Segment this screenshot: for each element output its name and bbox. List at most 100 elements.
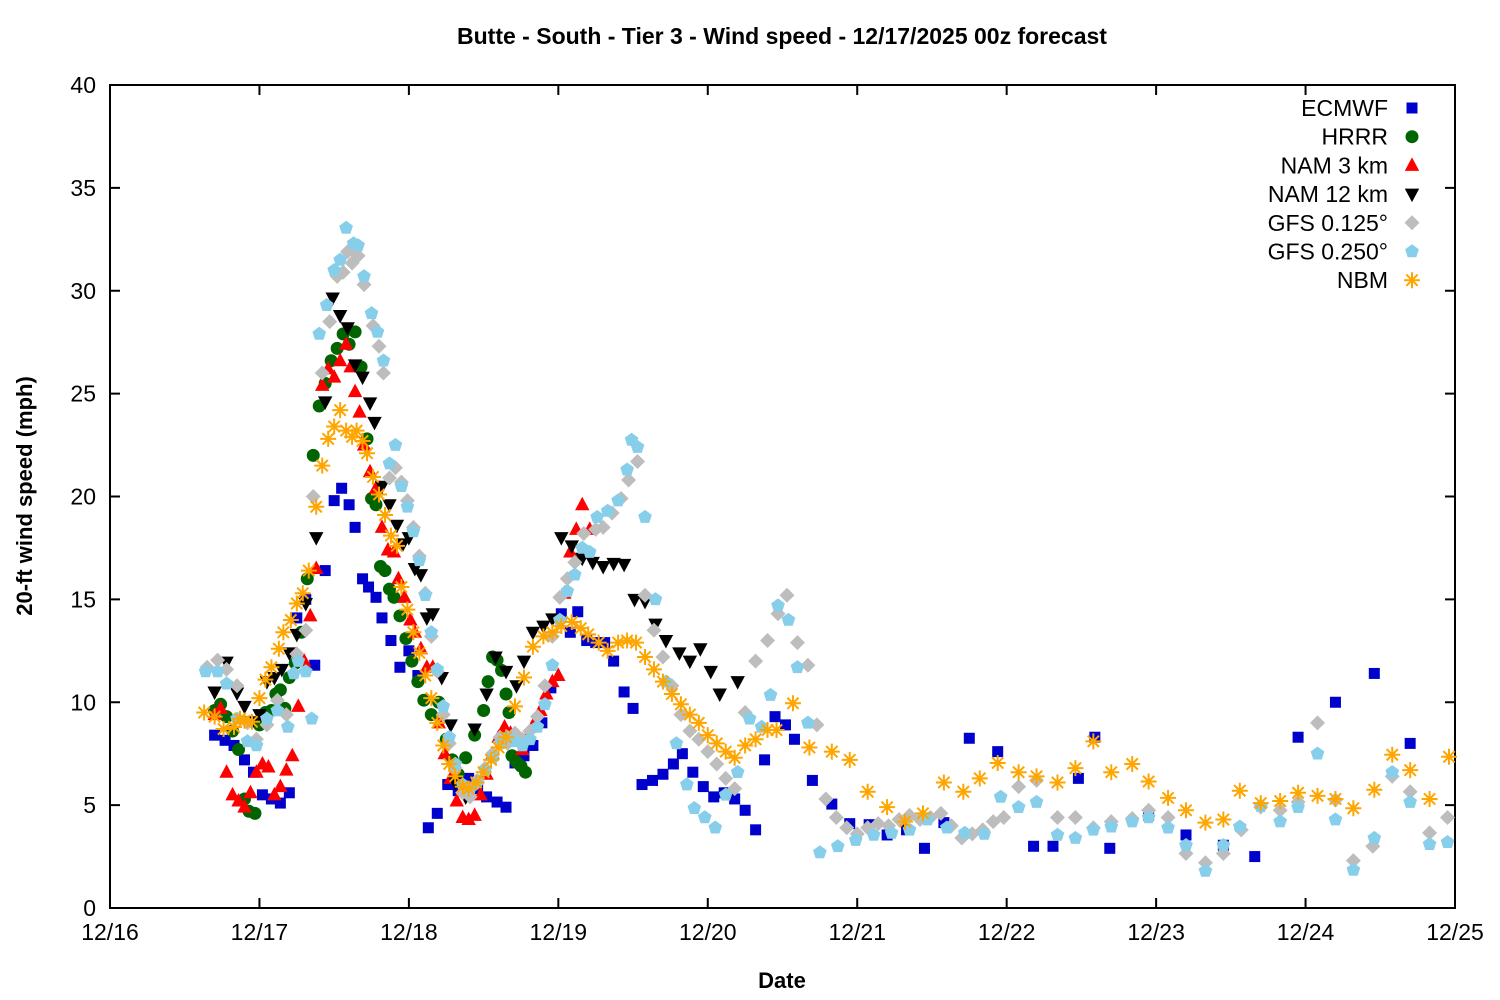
marker-gfs-0-250 [198, 664, 213, 678]
marker-gfs-0-125 [828, 809, 844, 825]
marker-gfs-0-125 [630, 454, 646, 470]
marker-gfs-0-250 [1346, 862, 1361, 876]
marker-ecmwf [779, 719, 791, 731]
marker-nbm [226, 718, 243, 735]
marker-nbm [441, 755, 458, 772]
marker-ecmwf [759, 754, 771, 766]
marker-gfs-0-250 [219, 676, 234, 690]
marker-nam-12-km [516, 655, 532, 670]
marker-ecmwf [336, 482, 348, 494]
marker-nam-3-km [315, 377, 330, 391]
marker-gfs-0-125 [229, 678, 245, 694]
marker-nbm [699, 727, 716, 744]
marker-nbm [270, 640, 287, 657]
marker-nbm [619, 632, 636, 649]
x-axis-tick-label: 12/25 [1426, 919, 1484, 945]
marker-ecmwf [1292, 731, 1304, 743]
y-axis-tick-label: 20 [70, 484, 96, 510]
marker-gfs-0-125 [298, 622, 314, 638]
marker-nbm [515, 669, 532, 686]
marker-nbm [590, 634, 607, 651]
marker-nbm [737, 737, 754, 754]
marker-gfs-0-250 [430, 662, 445, 676]
marker-gfs-0-250 [680, 777, 694, 791]
marker-gfs-0-125 [595, 519, 611, 535]
marker-nam-3-km [397, 589, 412, 603]
marker-gfs-0-250 [1029, 794, 1044, 808]
marker-gfs-0-125 [1049, 809, 1065, 825]
marker-gfs-0-250 [260, 711, 274, 725]
marker-nbm [654, 673, 671, 690]
marker-gfs-0-125 [1422, 825, 1438, 841]
marker-nam-12-km [413, 569, 429, 583]
marker-gfs-0-125 [1067, 809, 1083, 825]
marker-nbm [196, 704, 213, 721]
x-axis-tick-label: 12/18 [380, 919, 438, 945]
marker-ecmwf [518, 750, 530, 762]
marker-nbm [215, 720, 232, 737]
marker-nam-12-km [355, 371, 370, 386]
marker-nam-12-km [595, 560, 611, 575]
marker-ecmwf [500, 801, 512, 813]
marker-nbm [1178, 802, 1194, 819]
marker-nam-3-km [243, 784, 258, 799]
marker-gfs-0-250 [394, 479, 409, 493]
marker-nam-3-km [285, 747, 300, 762]
plot-area: 12/16 12/17 12/18 12/19 12/20 12/21 12/22 12/23… [70, 72, 1483, 945]
marker-nbm [388, 537, 405, 554]
marker-ecmwf [536, 717, 548, 729]
marker-gfs-0-125 [760, 633, 776, 649]
marker-gfs-0-250 [1125, 814, 1140, 828]
marker-gfs-0-125 [637, 587, 653, 603]
marker-gfs-0-250 [1310, 746, 1325, 760]
marker-nam-12-km [554, 532, 569, 546]
marker-gfs-0-250 [412, 553, 427, 567]
marker-ecmwf [826, 798, 838, 810]
marker-nam-12-km [488, 651, 503, 665]
marker-nam-3-km [551, 667, 566, 682]
legend-label-nam-12-km: NAM 12 km [1268, 181, 1388, 207]
legend-marker-pentagon-icon [1405, 244, 1419, 258]
marker-nam-12-km [703, 665, 718, 680]
marker-gfs-0-250 [620, 462, 634, 476]
marker-nbm [423, 690, 440, 707]
marker-gfs-0-250 [1104, 819, 1119, 833]
marker-nam-3-km [213, 700, 228, 714]
marker-nam-12-km [616, 558, 632, 573]
marker-nbm [308, 498, 325, 515]
marker-nbm [359, 445, 376, 462]
marker-nam-12-km [658, 635, 674, 649]
marker-gfs-0-250 [1403, 794, 1418, 808]
y-axis-tick-label: 40 [70, 72, 96, 98]
marker-gfs-0-250 [763, 687, 778, 701]
marker-nam-12-km [389, 519, 405, 534]
marker-nam-12-km [730, 676, 745, 690]
marker-gfs-0-125 [839, 820, 855, 836]
marker-ecmwf [1404, 737, 1416, 749]
marker-gfs-0-250 [1198, 863, 1213, 877]
marker-gfs-0-250 [545, 658, 560, 672]
marker-nbm [1124, 755, 1141, 772]
marker-gfs-0-250 [1086, 822, 1101, 836]
marker-ecmwf [309, 659, 321, 671]
marker-ecmwf [667, 758, 679, 770]
marker-nbm [563, 614, 580, 631]
marker-ecmwf [938, 817, 950, 829]
marker-gfs-0-125 [933, 805, 949, 821]
marker-gfs-0-250 [436, 699, 451, 713]
marker-ecmwf [806, 774, 818, 786]
marker-nbm [681, 706, 698, 723]
marker-nbm [1160, 789, 1177, 806]
marker-nam-3-km [338, 336, 354, 350]
marker-hrrr [499, 687, 513, 701]
marker-nbm [572, 620, 589, 637]
legend-marker-diamond-icon [1404, 215, 1420, 231]
marker-ecmwf [357, 573, 369, 585]
marker-gfs-0-125 [1345, 853, 1361, 869]
marker-ecmwf [463, 772, 475, 784]
marker-nam-12-km [362, 397, 378, 411]
marker-nbm [708, 735, 725, 752]
marker-nam-12-km [682, 655, 698, 670]
x-axis-tick-label: 12/23 [1127, 919, 1185, 945]
marker-gfs-0-250 [718, 787, 733, 801]
